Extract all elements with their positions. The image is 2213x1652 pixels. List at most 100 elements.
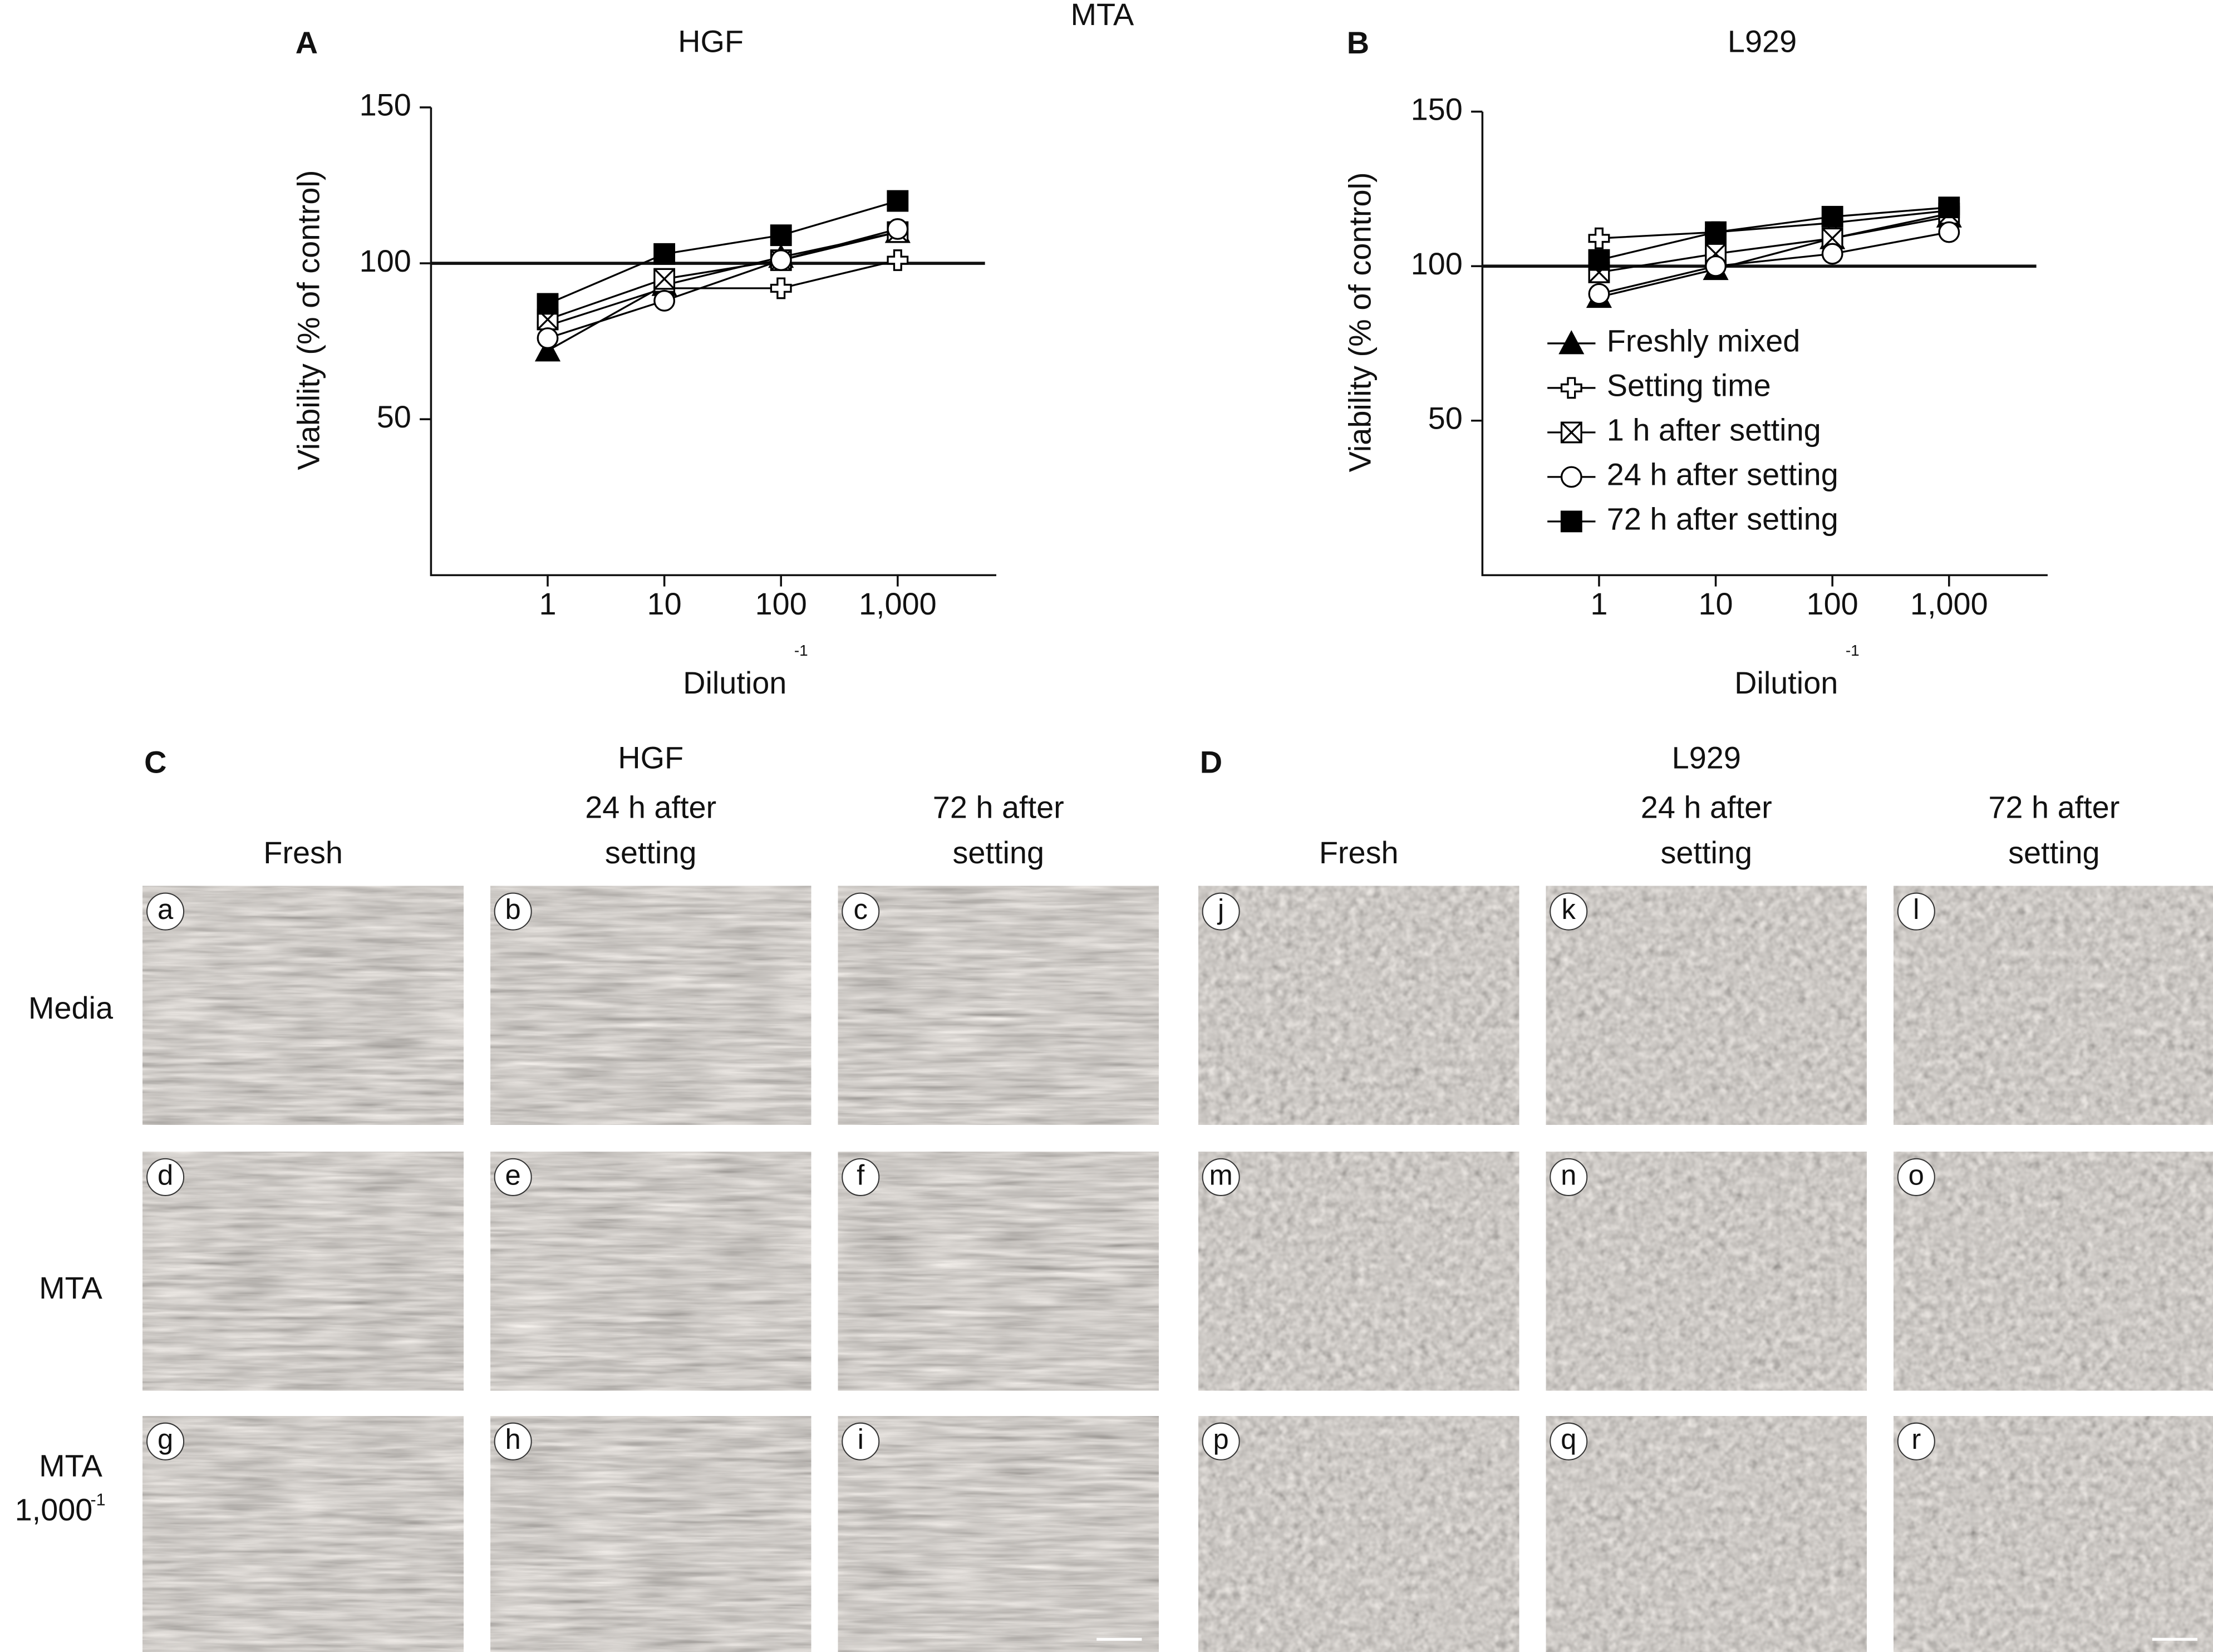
micrograph (838, 886, 1159, 1125)
image-letter: a (158, 893, 174, 925)
image-letter-badge (1897, 892, 1935, 931)
panel-letter: D (1200, 744, 1222, 779)
marker (1821, 243, 1843, 265)
legend-label: Freshly mixed (1607, 323, 1801, 358)
cell-type: L929 (1672, 740, 1741, 775)
x-axis-label: Dilution (1734, 665, 1838, 700)
image-letter: g (158, 1423, 173, 1455)
image-letter-badge (1202, 1422, 1240, 1461)
column-header: 72 h after (1988, 790, 2119, 825)
image-letter: d (158, 1159, 173, 1191)
micrograph (142, 886, 464, 1125)
column-header: setting (1660, 835, 1752, 870)
micrograph (1198, 886, 1519, 1125)
image-letter-badge (842, 1422, 880, 1461)
micrograph (1894, 1152, 2213, 1391)
image-letter: k (1562, 893, 1576, 925)
series-line (547, 231, 898, 321)
y-axis-label: Viability (% of control) (1342, 172, 1377, 472)
marker (653, 268, 676, 290)
marker (653, 289, 676, 312)
marker (1938, 196, 1960, 219)
column-header: Fresh (263, 835, 343, 870)
marker (1588, 249, 1610, 271)
image-letter: e (505, 1159, 521, 1191)
axis (430, 107, 996, 577)
marker (1588, 283, 1610, 305)
chart-title: HGF (678, 23, 744, 58)
micrograph (1198, 1416, 1519, 1652)
image-letter-badge (842, 1158, 880, 1196)
micrograph (490, 1416, 812, 1652)
image-letter: m (1209, 1159, 1233, 1191)
x-axis-label-superscript: -1 (1846, 642, 1860, 659)
column-header: 24 h after (1641, 790, 1772, 825)
micrograph (1546, 1152, 1867, 1391)
y-tick-label: 50 (1428, 401, 1463, 436)
image-letter: n (1561, 1159, 1576, 1191)
x-axis-label-superscript: -1 (794, 642, 808, 659)
micrograph (142, 1152, 464, 1391)
marker (653, 243, 676, 265)
image-letter-badge (1202, 1158, 1240, 1196)
micrograph (1198, 1152, 1519, 1391)
image-letter-badge (1550, 1422, 1588, 1461)
series-line (1599, 206, 1949, 261)
row-label: MTA (39, 1270, 102, 1305)
image-letter: p (1213, 1423, 1229, 1455)
image-letter-badge (842, 892, 880, 931)
y-tick-label: 50 (377, 399, 411, 434)
micrograph (1894, 1416, 2213, 1652)
marker (1558, 330, 1585, 355)
series-line (547, 231, 898, 352)
image-letter-badge (1897, 1422, 1935, 1461)
cell-type: HGF (618, 740, 683, 775)
image-letter: h (505, 1423, 521, 1455)
image-letter-badge (1550, 1158, 1588, 1196)
image-letter: c (854, 893, 868, 925)
x-tick-label: 1 (539, 586, 556, 621)
chart-title: L929 (1728, 23, 1797, 58)
micrograph (838, 1416, 1159, 1652)
legend-label: 72 h after setting (1607, 502, 1838, 537)
marker (537, 327, 559, 349)
x-tick-label: 100 (1807, 586, 1858, 621)
column-header: 72 h after (933, 790, 1064, 825)
column-header: setting (952, 835, 1044, 870)
y-tick-label: 100 (1411, 246, 1463, 281)
column-header: setting (2008, 835, 2100, 870)
marker (1560, 510, 1582, 533)
micrograph (1546, 1416, 1867, 1652)
series-line (1599, 213, 1950, 273)
series-line (547, 228, 898, 340)
micrograph (142, 1416, 464, 1652)
image-letter-badge (1550, 892, 1588, 931)
panel-letter: C (144, 744, 166, 779)
x-tick-label: 10 (647, 586, 682, 621)
image-letter: i (858, 1423, 864, 1455)
marker (770, 249, 792, 271)
image-letter: b (505, 893, 521, 925)
y-tick-label: 150 (1411, 91, 1463, 126)
marker (887, 249, 909, 271)
marker (1705, 221, 1727, 243)
image-letter-badge (494, 892, 532, 931)
image-letter: f (857, 1159, 865, 1191)
micrograph (1546, 886, 1867, 1125)
marker (887, 218, 909, 240)
marker (770, 224, 792, 247)
series-line (547, 259, 898, 327)
marker (1821, 205, 1843, 228)
image-letter: j (1217, 893, 1224, 925)
column-header: Fresh (1319, 835, 1399, 870)
marker (1705, 255, 1727, 277)
image-letter-badge (146, 1422, 185, 1461)
series-line (1599, 209, 1949, 239)
marker (887, 190, 909, 212)
series-line (547, 200, 898, 305)
x-tick-label: 1 (1590, 586, 1607, 621)
image-letter: l (1913, 893, 1919, 925)
y-tick-label: 150 (360, 87, 411, 122)
